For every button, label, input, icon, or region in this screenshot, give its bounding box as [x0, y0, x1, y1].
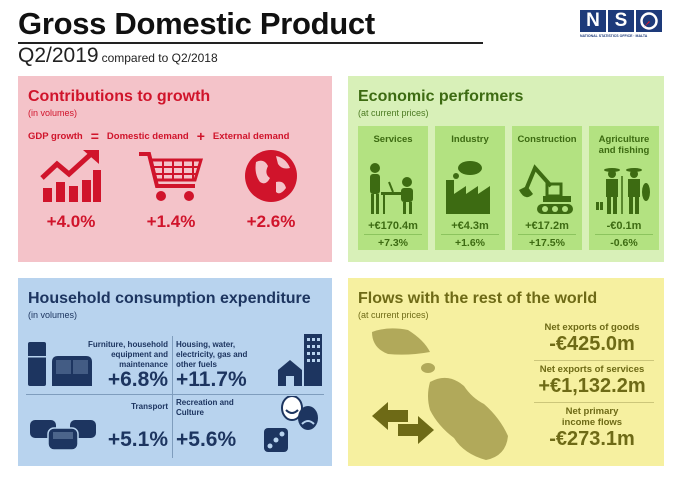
period: Q2/2019 — [18, 44, 99, 67]
factory-icon — [446, 161, 490, 214]
sector-pct: -0.6% — [610, 237, 638, 249]
logo-tagline: NATIONAL STATISTICS OFFICE · MALTA — [580, 34, 648, 38]
furniture-value: +6.8% — [107, 368, 168, 391]
household-consumption-panel: Household consumption expenditure (in vo… — [18, 278, 332, 466]
sector-label: Services — [373, 134, 413, 145]
economic-performers-panel: Economic performers (at current prices) … — [348, 76, 664, 262]
transport-label: Transport — [131, 402, 168, 411]
external-demand-label: External demand — [212, 130, 290, 142]
furniture-label: Furniture, household equipment and maint… — [88, 340, 168, 369]
horizontal-divider — [26, 394, 324, 395]
sector-industry: Industry +€4.3m +1.6% — [435, 126, 505, 250]
flow-label: Net primary income flows — [561, 406, 623, 428]
malta-map-icon — [372, 328, 508, 460]
cars-icon — [30, 420, 96, 451]
flow-label: Net exports of goods — [544, 322, 640, 333]
contributions-panel: Contributions to growth (in volumes) GDP… — [18, 76, 332, 262]
household-subtitle: (in volumes) — [28, 310, 78, 320]
flow-value: +€1,132.2m — [538, 375, 646, 397]
sector-amount: +€170.4m — [364, 220, 422, 235]
logo-letter-s: S — [608, 10, 634, 32]
flow-divider — [534, 360, 654, 361]
plus-icon: + — [196, 128, 205, 144]
fridge-sofa-icon — [28, 342, 92, 386]
net-exports-services: Net exports of services +€1,132.2m — [528, 364, 656, 398]
logo-letter-n: N — [580, 10, 606, 32]
flows-panel: Flows with the rest of the world (at cur… — [348, 278, 664, 466]
equals-icon: = — [90, 128, 99, 144]
farmers-icon — [596, 168, 650, 214]
external-demand-item: +2.6% — [226, 148, 316, 232]
contributions-subtitle: (in volumes) — [28, 108, 78, 118]
growth-equation: GDP growth = Domestic demand + External … — [28, 128, 289, 144]
recreation-value: +5.6% — [176, 428, 237, 451]
net-primary-income: Net primary income flows -€273.1m — [528, 406, 656, 451]
growth-chart-icon — [40, 150, 101, 202]
flow-value: -€273.1m — [549, 428, 635, 450]
performers-title: Economic performers — [358, 88, 524, 105]
housing-label: Housing, water, electricity, gas and oth… — [176, 340, 248, 369]
comparison-text: compared to Q2/2018 — [101, 51, 218, 65]
external-demand-value: +2.6% — [246, 212, 296, 231]
dice-masks-icon — [264, 396, 318, 452]
flow-divider — [534, 402, 654, 403]
sector-amount: +€17.2m — [518, 220, 576, 235]
recreation-label: Recreation and Culture — [176, 398, 234, 417]
globe-icon — [245, 150, 297, 202]
vertical-divider — [172, 336, 173, 458]
sector-amount: +€4.3m — [441, 220, 499, 235]
sector-pct: +1.6% — [454, 237, 486, 249]
sector-amount: -€0.1m — [595, 220, 653, 235]
shopping-cart-icon — [139, 152, 204, 201]
flows-subtitle: (at current prices) — [358, 310, 429, 320]
domestic-demand-value: +1.4% — [146, 212, 196, 231]
sector-services: Services +€170.4m +7.3% — [358, 126, 428, 250]
household-title: Household consumption expenditure — [28, 290, 311, 307]
domestic-demand-label: Domestic demand — [106, 130, 189, 142]
contributions-title: Contributions to growth — [28, 88, 211, 105]
housing-value: +11.7% — [176, 368, 247, 391]
sector-pct: +17.5% — [529, 237, 565, 249]
domestic-demand-item: +1.4% — [126, 148, 216, 232]
sector-label: Agriculture and fishing — [598, 134, 650, 156]
transport-value: +5.1% — [107, 428, 168, 451]
excavator-icon — [519, 164, 573, 214]
flow-value: -€425.0m — [549, 333, 635, 355]
sector-label: Industry — [451, 134, 489, 145]
sector-pct: +7.3% — [377, 237, 409, 249]
flows-title: Flows with the rest of the world — [358, 290, 598, 307]
house-building-icon — [278, 334, 322, 386]
sector-construction: Construction +€17.2m +17.5% — [512, 126, 582, 250]
gdp-growth-value: +4.0% — [46, 212, 96, 231]
logo-compass-icon — [636, 10, 662, 32]
page-title: Gross Domestic Product — [18, 6, 375, 41]
nso-logo: N S NATIONAL STATISTICS OFFICE · MALTA — [580, 10, 662, 38]
sector-label: Construction — [517, 134, 577, 145]
office-workers-icon — [370, 163, 413, 214]
gdp-growth-item: +4.0% — [26, 148, 116, 232]
period-subtitle: Q2/2019 compared to Q2/2018 — [18, 44, 218, 68]
flow-label: Net exports of services — [539, 364, 645, 375]
sector-agriculture-fishing: Agriculture and fishing -€0.1m -0.6% — [589, 126, 659, 250]
net-exports-goods: Net exports of goods -€425.0m — [528, 322, 656, 356]
title-divider — [18, 42, 483, 44]
performers-subtitle: (at current prices) — [358, 108, 429, 118]
gdp-growth-label: GDP growth — [28, 130, 83, 142]
